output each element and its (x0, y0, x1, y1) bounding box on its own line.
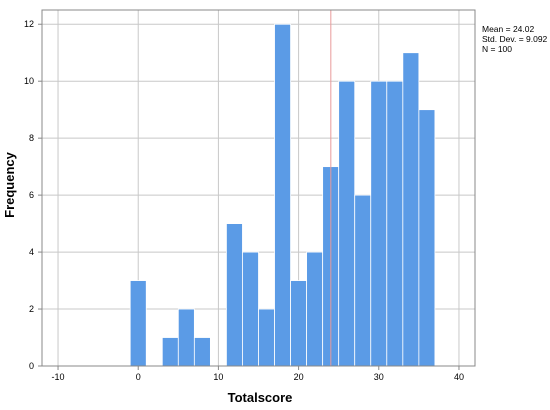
y-tick-label: 0 (29, 361, 34, 371)
histogram-bar (161, 337, 179, 367)
plot-frame (41, 9, 476, 367)
x-axis-title: Totalscore (228, 390, 293, 405)
y-tick-label: 6 (29, 190, 34, 200)
histogram-bar (193, 337, 211, 367)
x-tick-label: 10 (213, 372, 223, 382)
tick-labels-layer: -10 0 10 20 30 40 0 2 4 6 8 10 12 (24, 19, 464, 382)
histogram-bar (242, 251, 259, 367)
histogram-bar (274, 23, 291, 367)
x-tick-label: 0 (136, 372, 141, 382)
axes-layer (38, 9, 476, 370)
x-tick-label: -10 (52, 372, 65, 382)
bars-layer (129, 23, 436, 367)
histogram-bar (306, 251, 324, 367)
y-tick-label: 8 (29, 133, 34, 143)
y-tick-label: 12 (24, 19, 34, 29)
histogram-bar (290, 280, 308, 367)
x-tick-label: 40 (454, 372, 464, 382)
y-tick-label: 10 (24, 76, 34, 86)
histogram-bar (354, 194, 372, 367)
histogram-bar (370, 80, 388, 367)
histogram-bar (386, 80, 404, 367)
stats-box: Mean = 24.02 Std. Dev. = 9.092 N = 100 (482, 24, 548, 54)
stat-n: N = 100 (482, 44, 512, 54)
histogram-bar (258, 308, 275, 367)
y-tick-label: 4 (29, 247, 34, 257)
histogram-bar (177, 308, 195, 367)
stat-std-dev: Std. Dev. = 9.092 (482, 34, 548, 44)
x-tick-label: 20 (294, 372, 304, 382)
histogram-bar (418, 109, 436, 367)
histogram-bar (226, 223, 243, 367)
histogram-bar (402, 52, 420, 367)
stat-mean: Mean = 24.02 (482, 24, 534, 34)
histogram-bar (338, 80, 356, 367)
y-tick-label: 2 (29, 304, 34, 314)
x-tick-label: 30 (374, 372, 384, 382)
histogram-bar (129, 280, 147, 367)
y-axis-title: Frequency (2, 151, 17, 218)
